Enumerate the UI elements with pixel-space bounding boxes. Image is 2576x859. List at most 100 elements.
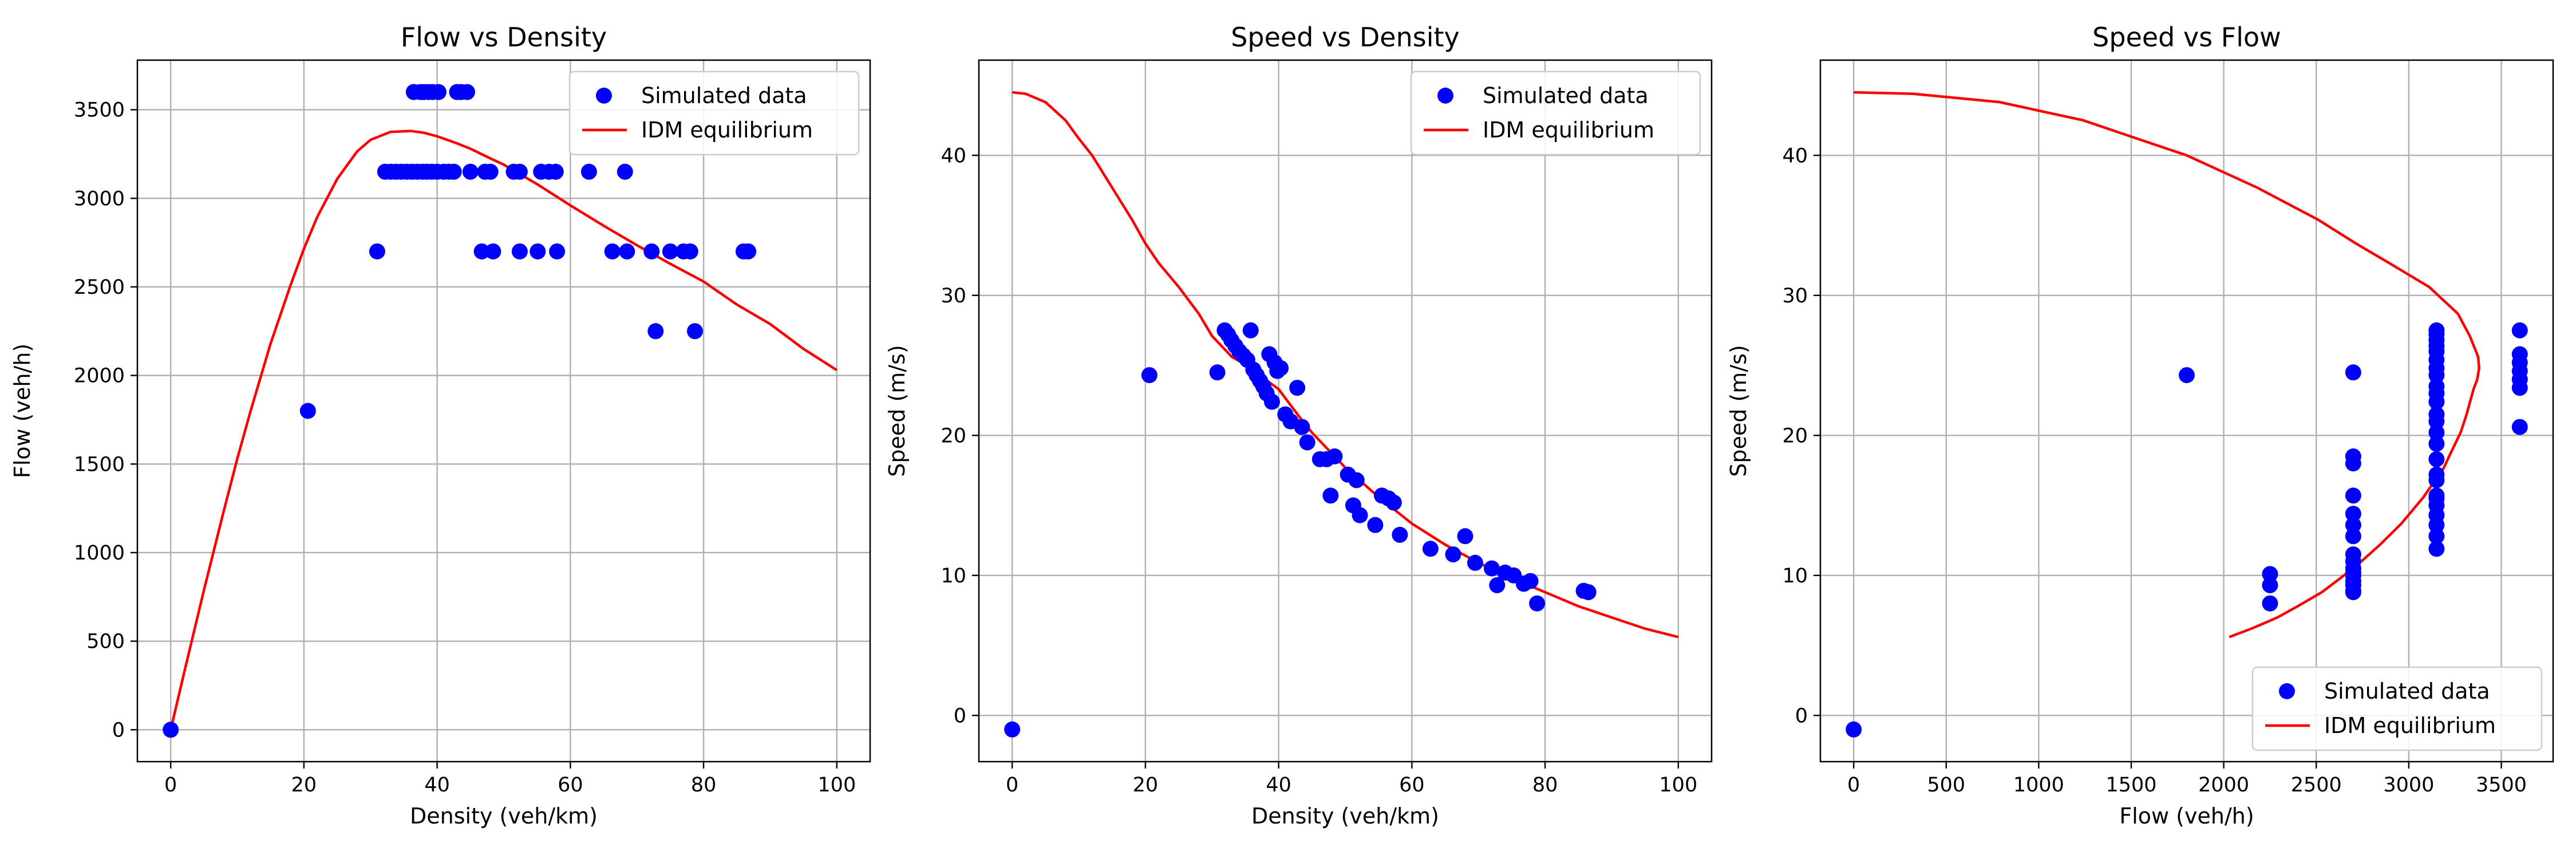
x-tick-label: 60: [1399, 774, 1425, 797]
legend-label: Simulated data: [1483, 83, 1649, 108]
y-tick-label: 0: [1795, 704, 1808, 727]
y-tick-label: 0: [954, 704, 966, 727]
legend: Simulated data IDM equilibrium: [568, 70, 860, 156]
data-point: [1322, 487, 1339, 504]
legend-label: Simulated data: [2324, 679, 2490, 704]
data-point: [549, 243, 566, 260]
data-point: [1385, 494, 1402, 511]
data-point: [647, 323, 664, 340]
data-point: [2428, 451, 2445, 467]
x-tick-label: 2000: [2198, 774, 2249, 797]
data-point: [2428, 413, 2445, 430]
data-point: [1445, 546, 1461, 563]
data-point: [2345, 364, 2361, 381]
legend-box: [568, 70, 860, 156]
data-point: [299, 403, 316, 419]
y-tick-label: 10: [941, 565, 966, 588]
data-point: [1209, 364, 1226, 381]
data-point: [547, 163, 564, 180]
data-point: [2262, 595, 2278, 612]
data-point: [1489, 577, 1506, 593]
series-line-idm-equilibrium: [169, 129, 838, 730]
axes-frame: [978, 59, 1713, 763]
x-tick-label: 3000: [2383, 774, 2434, 797]
y-axis-label: Speed (m/s): [884, 345, 910, 476]
data-point: [1348, 472, 1365, 488]
data-point: [2428, 424, 2445, 441]
chart-title: Speed vs Flow: [2092, 22, 2281, 53]
x-tick-label: 2500: [2291, 774, 2342, 797]
data-point: [1326, 448, 1343, 464]
legend-label: Simulated data: [641, 83, 807, 108]
data-point: [1242, 322, 1259, 338]
x-tick-label: 0: [1006, 774, 1018, 797]
data-point: [1004, 721, 1021, 738]
legend-marker-scatter: [1437, 88, 1453, 104]
data-point: [1289, 380, 1306, 396]
data-point: [511, 243, 528, 260]
y-axis-label: Flow (veh/h): [10, 344, 35, 478]
x-tick-label: 80: [1532, 774, 1558, 797]
data-point: [687, 323, 703, 340]
data-point: [580, 163, 597, 180]
data-point: [2428, 517, 2445, 533]
data-point: [485, 243, 501, 260]
chart-title: Flow vs Density: [401, 22, 607, 53]
data-point: [430, 84, 447, 100]
axes-frame: [136, 59, 871, 763]
data-point: [2262, 577, 2278, 593]
y-tick-label: 30: [941, 285, 966, 308]
x-axis-label: Density (veh/km): [1251, 803, 1439, 829]
data-point: [1141, 367, 1157, 384]
data-point: [1457, 528, 1473, 545]
data-point: [2428, 487, 2445, 504]
axes-frame: [1819, 59, 2554, 763]
legend-box: [1410, 70, 1701, 156]
x-tick-label: 100: [817, 774, 856, 797]
x-tick-label: 60: [558, 774, 583, 797]
y-tick-label: 30: [1782, 285, 1808, 308]
data-point: [2428, 393, 2445, 410]
legend-marker-scatter: [2279, 683, 2295, 699]
y-tick-label: 2000: [74, 365, 125, 388]
data-point: [459, 84, 475, 100]
x-axis-label: Flow (veh/h): [2119, 803, 2254, 829]
data-point: [511, 163, 528, 180]
y-tick-label: 40: [1782, 144, 1808, 167]
data-point: [2262, 566, 2278, 582]
y-axis-label: Speed (m/s): [1726, 345, 1751, 476]
data-point: [2345, 455, 2361, 472]
data-point: [1846, 721, 1862, 738]
data-point: [2428, 472, 2445, 488]
y-tick-label: 10: [1782, 565, 1808, 588]
legend-box: [2251, 666, 2543, 751]
x-tick-label: 40: [1266, 774, 1291, 797]
y-tick-label: 20: [1782, 424, 1808, 447]
chart-title: Speed vs Density: [1231, 22, 1460, 53]
chart-panel-3: 0 500 1000 1500 2000 2500 3000 3500 0 10 20 30 40 Spe…: [1726, 22, 2554, 829]
data-point: [1352, 507, 1368, 523]
data-point: [163, 722, 179, 738]
data-point: [2345, 487, 2361, 504]
y-tick-label: 40: [941, 144, 966, 167]
legend-label: IDM equilibrium: [641, 117, 813, 143]
data-point: [530, 243, 546, 260]
legend: Simulated data IDM equilibrium: [1410, 70, 1701, 156]
y-tick-label: 0: [112, 719, 125, 742]
data-point: [2511, 322, 2528, 338]
data-point: [2428, 367, 2445, 384]
data-point: [462, 163, 479, 180]
data-point: [662, 243, 678, 260]
data-point: [1467, 554, 1483, 571]
data-point: [1294, 419, 1310, 435]
x-axis-label: Density (veh/km): [410, 803, 598, 829]
data-point: [2428, 541, 2445, 557]
data-point: [2511, 419, 2528, 435]
data-point: [643, 243, 660, 260]
data-point: [682, 243, 698, 260]
y-tick-label: 3500: [74, 99, 125, 122]
data-point: [604, 243, 621, 260]
data-point: [1367, 517, 1384, 533]
data-point: [1522, 573, 1539, 589]
x-tick-label: 40: [424, 774, 450, 797]
